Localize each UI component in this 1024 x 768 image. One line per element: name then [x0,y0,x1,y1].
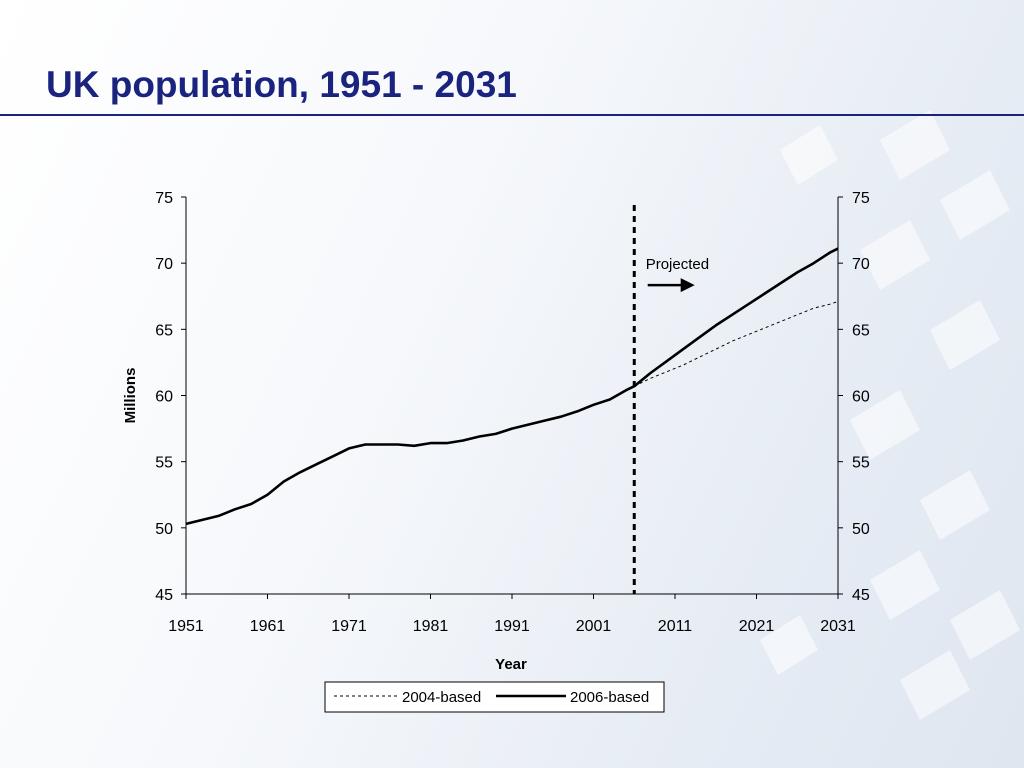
x-axis-title: Year [495,656,527,673]
x-tick-label: 1961 [250,618,286,635]
x-tick-label: 1991 [494,618,530,635]
y-tick-label-right: 45 [852,587,870,604]
series-line-2004-based [634,301,839,387]
y-tick-label-left: 70 [155,256,173,273]
y-tick-label-right: 55 [852,455,870,472]
y-tick-label-left: 75 [155,190,173,207]
legend-label-2006: 2006-based [570,689,649,706]
y-tick-label-left: 55 [155,455,173,472]
legend-box [324,681,665,713]
y-tick-label-right: 70 [852,256,870,273]
x-tick-label: 1951 [168,618,204,635]
series-line-2006-based [185,247,839,526]
legend-label-2004: 2004-based [402,689,481,706]
x-tick-label: 2031 [820,618,856,635]
y-tick-label-left: 45 [155,587,173,604]
title-divider [0,114,1024,116]
y-tick-label-right: 50 [852,521,870,538]
y-tick-label-right: 65 [852,322,870,339]
projected-annotation: Projected [646,256,709,273]
x-tick-label: 1971 [331,618,367,635]
y-tick-label-right: 75 [852,190,870,207]
slide-title: UK population, 1951 - 2031 [46,64,517,105]
y-tick-label-left: 60 [155,389,173,406]
y-tick-label-right: 60 [852,389,870,406]
x-tick-label: 2011 [658,618,693,635]
y-axis-title: Millions [122,368,139,424]
y-tick-label-left: 50 [155,521,173,538]
x-tick-label: 2021 [739,618,775,635]
x-tick-label: 1981 [413,618,449,635]
x-tick-label: 2001 [576,618,612,635]
y-tick-label-left: 65 [155,322,173,339]
projected-arrow-head [680,278,695,293]
